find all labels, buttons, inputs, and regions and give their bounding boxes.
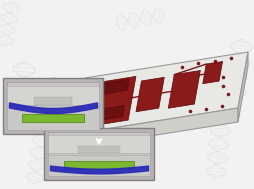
Polygon shape xyxy=(86,105,124,122)
Polygon shape xyxy=(135,77,164,112)
FancyBboxPatch shape xyxy=(7,108,99,130)
FancyBboxPatch shape xyxy=(77,146,120,153)
FancyBboxPatch shape xyxy=(3,78,103,134)
FancyBboxPatch shape xyxy=(64,161,133,169)
Polygon shape xyxy=(202,61,222,84)
Polygon shape xyxy=(237,52,247,122)
FancyBboxPatch shape xyxy=(48,132,149,176)
Polygon shape xyxy=(91,79,129,96)
FancyBboxPatch shape xyxy=(34,97,72,105)
Polygon shape xyxy=(75,52,247,134)
FancyBboxPatch shape xyxy=(48,155,149,176)
FancyBboxPatch shape xyxy=(7,82,99,130)
FancyBboxPatch shape xyxy=(48,135,149,153)
Polygon shape xyxy=(168,70,200,108)
Polygon shape xyxy=(75,108,237,148)
FancyBboxPatch shape xyxy=(44,128,153,180)
FancyBboxPatch shape xyxy=(22,114,84,122)
Polygon shape xyxy=(82,76,135,127)
FancyBboxPatch shape xyxy=(7,86,99,105)
